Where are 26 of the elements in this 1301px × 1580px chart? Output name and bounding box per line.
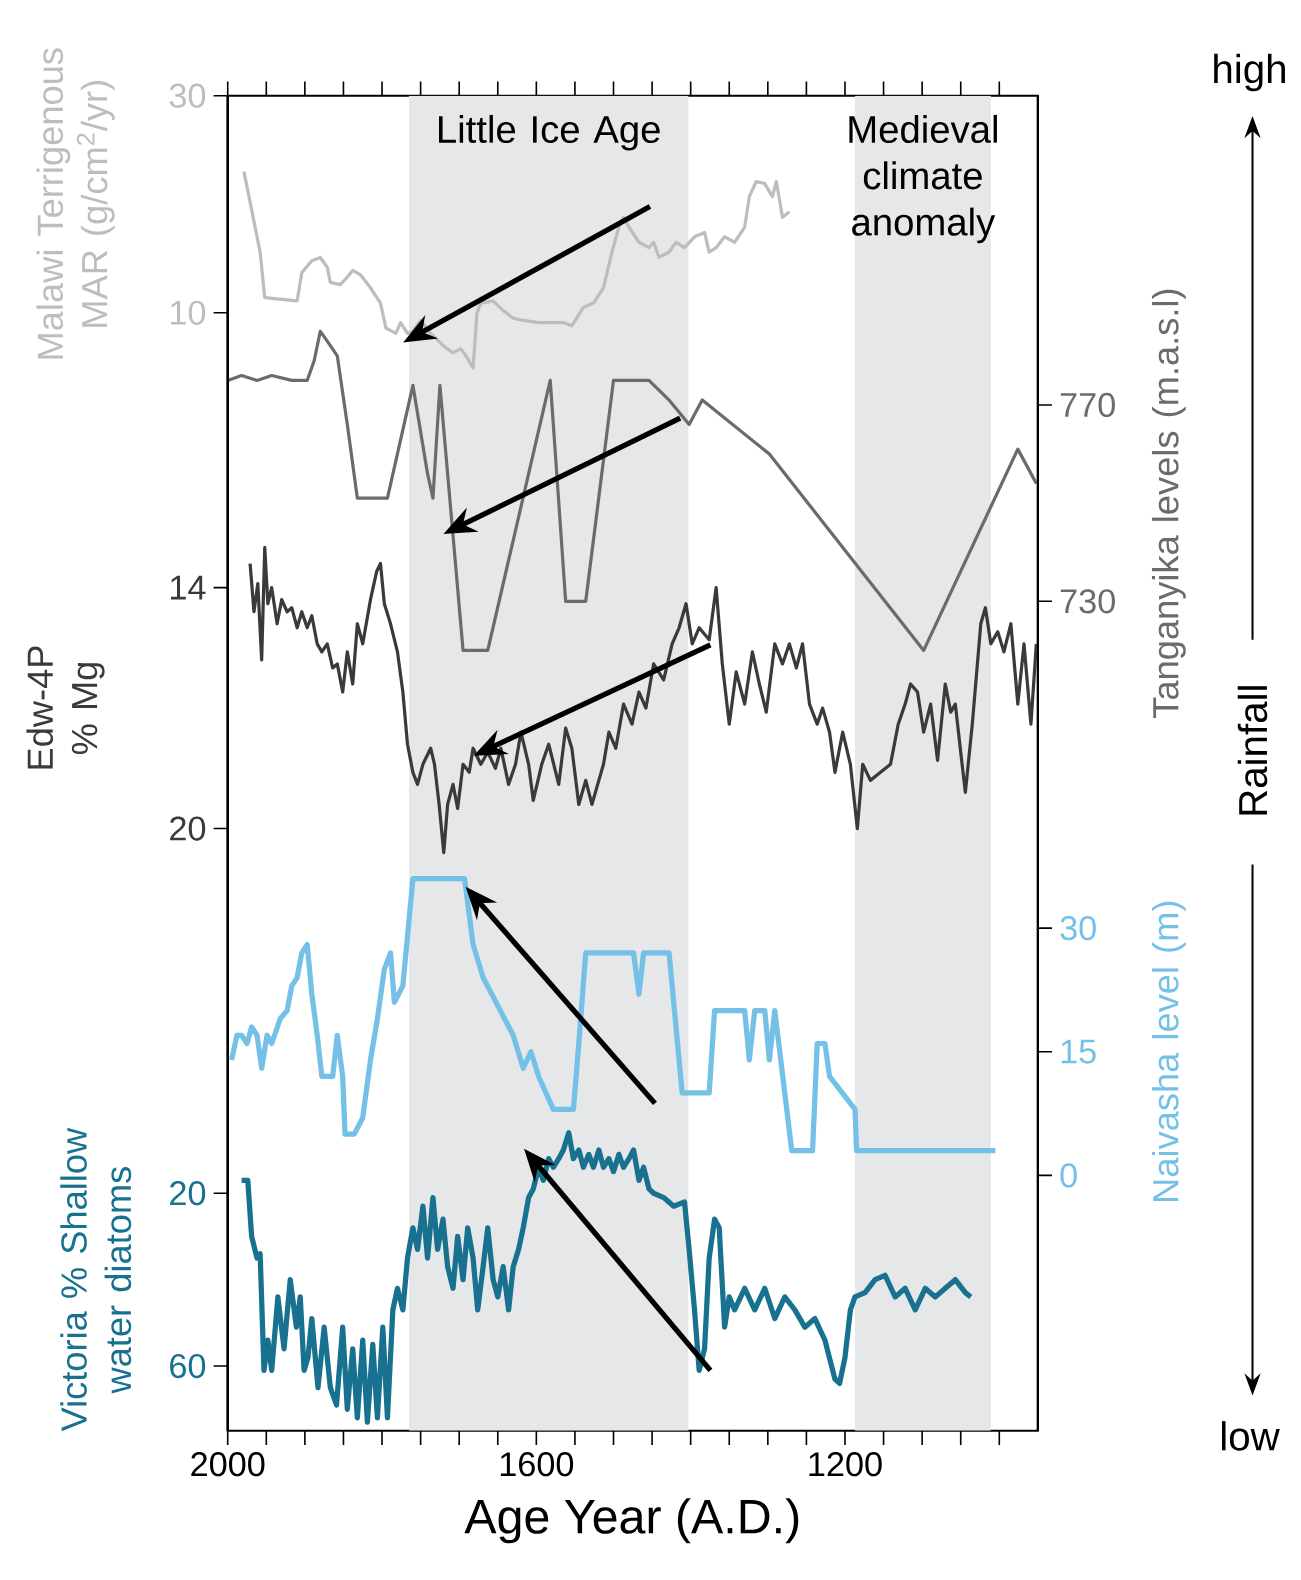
x-axis-title: Age Year (A.D.) <box>464 1498 799 1544</box>
y-tick-label: 60 <box>170 1353 206 1379</box>
y2-tick-label: 0 <box>1060 1163 1077 1188</box>
y2-tick-label: 770 <box>1060 392 1115 418</box>
y-axis-title: Victoria % Shallow water diatoms <box>60 1127 132 1432</box>
y3-axis-title: Edw-4P % Mg <box>26 646 105 769</box>
text: high <box>1214 53 1286 92</box>
text: Rainfall <box>1237 686 1268 815</box>
y2-tick-label: 15 <box>1061 1039 1096 1064</box>
text: low <box>1222 1421 1280 1451</box>
y-tick-label: 20 <box>170 1181 206 1206</box>
y2-axis-title: Tanganyika levels (m.a.s.l) <box>1152 289 1186 718</box>
x-tick-label: 1600 <box>500 1452 574 1477</box>
y-tick-label: 10 <box>171 300 206 325</box>
band-label: Little Ice Age <box>439 114 660 151</box>
line-series <box>242 170 792 370</box>
y-tick-label: 30 <box>169 83 206 108</box>
y2-axis-title: Naivasha level (m) <box>1152 901 1186 1201</box>
y2-tick-label: 730 <box>1060 589 1115 614</box>
x-tick-label: 2000 <box>191 1452 265 1477</box>
line-series <box>248 545 1038 855</box>
band-label: Medieval climate anomaly <box>849 114 997 244</box>
y2-tick-label: 30 <box>1060 915 1096 941</box>
x-tick-label: 1200 <box>809 1452 882 1477</box>
line-series <box>227 329 1038 652</box>
y3-tick-label: 14 <box>171 575 206 600</box>
